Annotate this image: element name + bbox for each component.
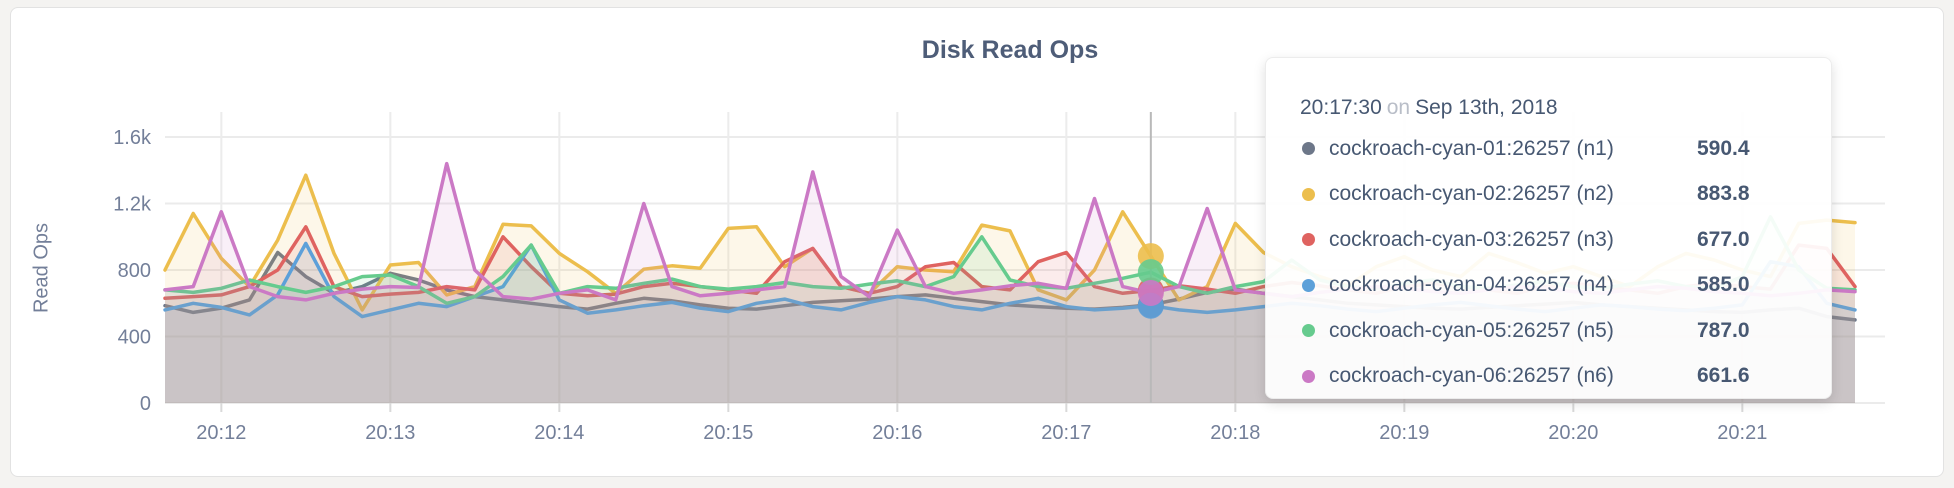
tooltip-series-label: cockroach-cyan-04:26257 (n4) <box>1329 273 1614 297</box>
tooltip-row: cockroach-cyan-03:26257 (n3) 677.0 <box>1300 217 1831 263</box>
x-tick-label: 20:18 <box>1210 422 1260 444</box>
tooltip-series-value: 661.6 <box>1697 364 1750 388</box>
x-tick-label: 20:13 <box>365 422 415 444</box>
x-tick-label: 20:17 <box>1041 422 1091 444</box>
hover-dot-n6 <box>1137 280 1164 307</box>
tooltip-row: cockroach-cyan-05:26257 (n5) 787.0 <box>1300 308 1831 354</box>
y-tick-label: 1.6k <box>113 127 152 149</box>
tooltip-date: Sep 13th, 2018 <box>1415 96 1558 119</box>
series-color-dot <box>1302 233 1315 247</box>
x-tick-label: 20:20 <box>1548 422 1598 444</box>
tooltip-series-value: 590.4 <box>1697 136 1750 160</box>
tooltip-series-value: 883.8 <box>1697 182 1750 206</box>
tooltip-series-label: cockroach-cyan-05:26257 (n5) <box>1329 318 1614 342</box>
tooltip-row: cockroach-cyan-04:26257 (n4) 585.0 <box>1300 263 1831 309</box>
tooltip-series-label: cockroach-cyan-06:26257 (n6) <box>1329 364 1614 388</box>
tooltip-header: 20:17:30 on Sep 13th, 2018 <box>1300 96 1831 126</box>
tooltip-time: 20:17:30 <box>1300 96 1382 119</box>
tooltip-rows: cockroach-cyan-01:26257 (n1) 590.4 cockroa… <box>1300 126 1831 399</box>
chart-title: Disk Read Ops <box>921 36 1099 64</box>
x-tick-label: 20:19 <box>1379 422 1429 444</box>
tooltip-series-label: cockroach-cyan-02:26257 (n2) <box>1329 182 1614 206</box>
tooltip-series-label: cockroach-cyan-03:26257 (n3) <box>1329 227 1614 251</box>
hover-tooltip: 20:17:30 on Sep 13th, 2018 cockroach-cyan-… <box>1265 57 1832 399</box>
tooltip-connector: on <box>1386 96 1411 119</box>
tooltip-series-value: 677.0 <box>1697 227 1750 251</box>
tooltip-series-value: 787.0 <box>1697 318 1750 342</box>
series-color-dot <box>1302 142 1315 156</box>
series-color-dot <box>1302 187 1315 201</box>
hover-dot-n5 <box>1137 259 1164 286</box>
y-tick-label: 400 <box>118 327 151 349</box>
series-color-dot <box>1302 324 1315 338</box>
tooltip-row: cockroach-cyan-02:26257 (n2) 883.8 <box>1300 172 1831 218</box>
y-tick-label: 1.2k <box>113 194 152 216</box>
x-tick-label: 20:16 <box>872 422 922 444</box>
tooltip-series-label: cockroach-cyan-01:26257 (n1) <box>1329 136 1614 160</box>
tooltip-series-value: 585.0 <box>1697 273 1750 297</box>
tooltip-row: cockroach-cyan-01:26257 (n1) 590.4 <box>1300 126 1831 172</box>
x-tick-label: 20:21 <box>1717 422 1767 444</box>
series-color-dot <box>1302 278 1315 292</box>
x-tick-label: 20:14 <box>534 422 584 444</box>
y-tick-label: 800 <box>118 260 151 282</box>
x-tick-label: 20:15 <box>703 422 753 444</box>
tooltip-row: cockroach-cyan-06:26257 (n6) 661.6 <box>1300 354 1831 400</box>
series-color-dot <box>1302 369 1315 383</box>
x-tick-label: 20:12 <box>196 422 246 444</box>
y-tick-label: 0 <box>140 393 151 415</box>
